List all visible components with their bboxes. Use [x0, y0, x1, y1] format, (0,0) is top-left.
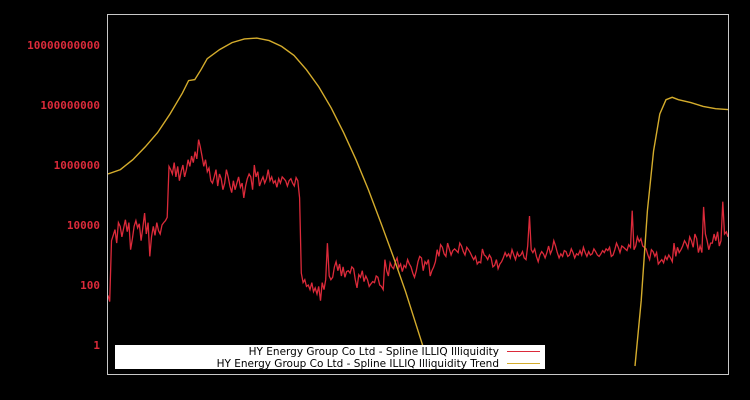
y-tick-label: 1000000 [54, 159, 100, 172]
y-tick-label: 10000 [67, 219, 100, 232]
y-tick-label: 10000000000 [27, 39, 100, 52]
illiquidity-line [108, 139, 728, 302]
legend-box [115, 345, 545, 369]
y-axis-ticks: 1 100 10000 1000000 100000000 10000000000 [27, 39, 100, 352]
plot-frame [107, 14, 729, 375]
y-tick-label: 100000000 [40, 99, 100, 112]
legend-label-illiquidity-trend: HY Energy Group Co Ltd - Spline ILLIQ Il… [217, 358, 499, 370]
legend: HY Energy Group Co Ltd - Spline ILLIQ Il… [115, 345, 545, 370]
illiquidity-trend-line [108, 37, 728, 370]
legend-label-illiquidity: HY Energy Group Co Ltd - Spline ILLIQ Il… [249, 346, 499, 358]
y-tick-label: 100 [80, 279, 100, 292]
y-tick-label: 1 [93, 339, 100, 352]
